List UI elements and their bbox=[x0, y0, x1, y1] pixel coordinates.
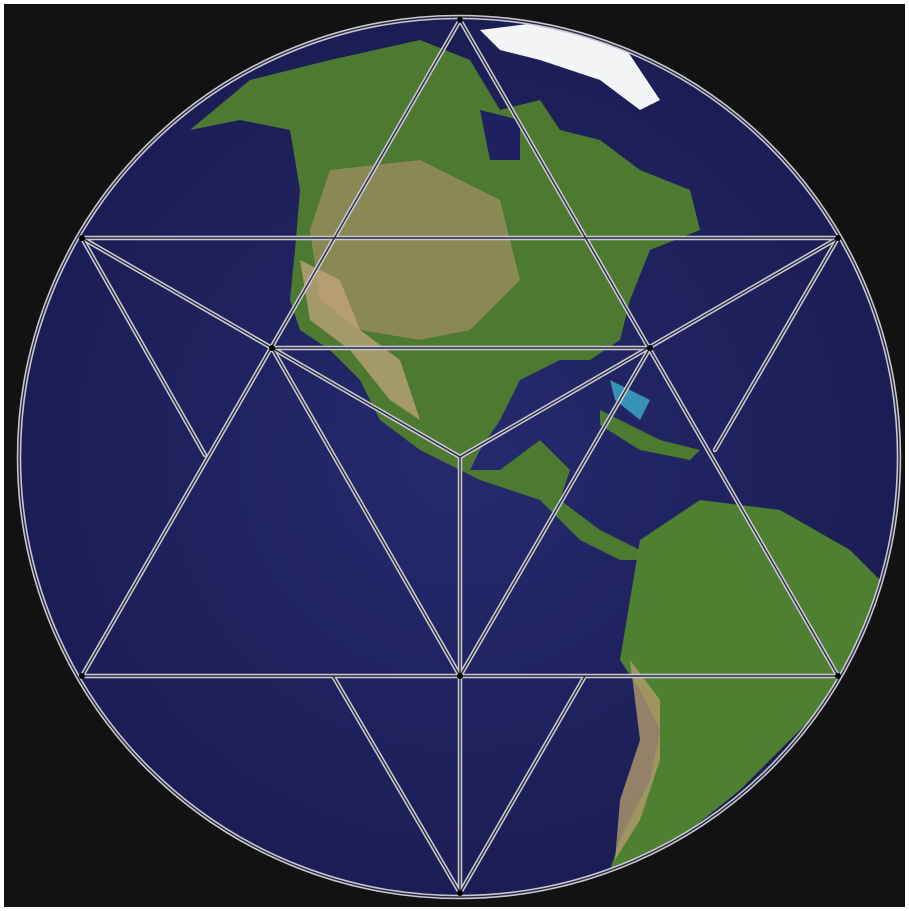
andes bbox=[615, 660, 660, 860]
land bbox=[190, 20, 890, 897]
southwest-desert bbox=[300, 260, 420, 420]
hudson-bay bbox=[480, 110, 520, 160]
vertices bbox=[79, 17, 841, 896]
bahamas bbox=[610, 380, 650, 420]
north-america-desert bbox=[310, 160, 520, 340]
grid-lines bbox=[16, 14, 902, 900]
south-america bbox=[600, 500, 890, 897]
caribbean bbox=[600, 410, 700, 460]
